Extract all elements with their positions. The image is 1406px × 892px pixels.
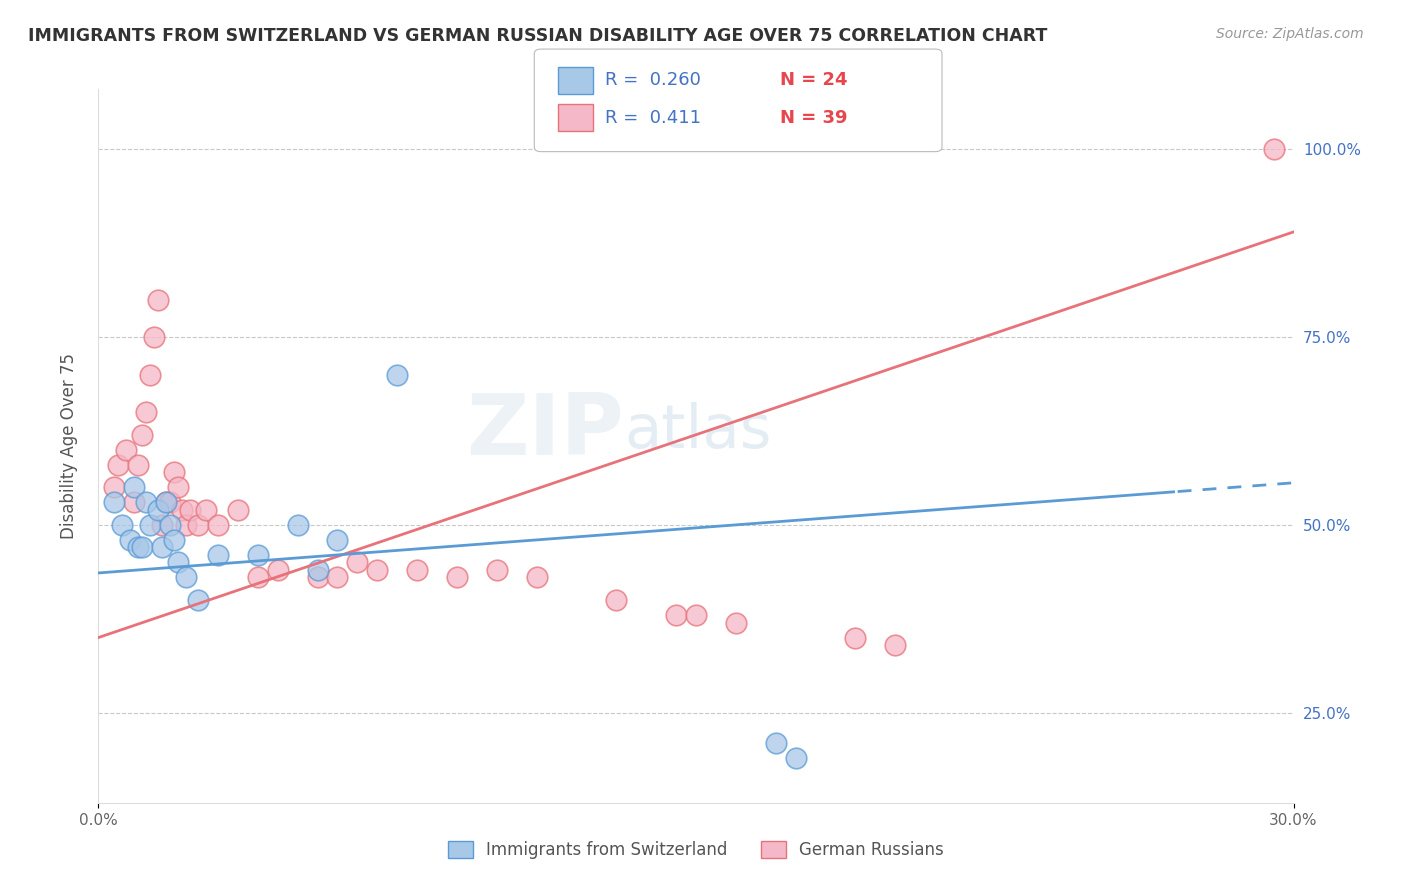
Point bbox=[124, 495, 146, 509]
Point bbox=[207, 548, 229, 562]
Point bbox=[155, 495, 177, 509]
Text: Source: ZipAtlas.com: Source: ZipAtlas.com bbox=[1216, 27, 1364, 41]
Text: atlas: atlas bbox=[624, 402, 772, 461]
Point bbox=[246, 570, 269, 584]
Text: ZIP: ZIP bbox=[467, 390, 624, 474]
Point bbox=[765, 736, 787, 750]
Text: IMMIGRANTS FROM SWITZERLAND VS GERMAN RUSSIAN DISABILITY AGE OVER 75 CORRELATION: IMMIGRANTS FROM SWITZERLAND VS GERMAN RU… bbox=[28, 27, 1047, 45]
Point bbox=[605, 593, 627, 607]
Point bbox=[174, 517, 197, 532]
Point bbox=[174, 570, 197, 584]
Text: N = 24: N = 24 bbox=[780, 71, 848, 89]
Point bbox=[665, 607, 688, 622]
Point bbox=[139, 368, 162, 382]
Point bbox=[267, 563, 290, 577]
Point bbox=[120, 533, 142, 547]
Point bbox=[307, 570, 329, 584]
Point bbox=[246, 548, 269, 562]
Point bbox=[326, 570, 349, 584]
Point bbox=[131, 541, 153, 555]
Point bbox=[167, 556, 190, 570]
Point bbox=[187, 593, 209, 607]
Point bbox=[172, 503, 194, 517]
Point bbox=[159, 495, 181, 509]
Point bbox=[103, 480, 125, 494]
Point bbox=[326, 533, 349, 547]
Point bbox=[124, 480, 146, 494]
Point bbox=[150, 541, 173, 555]
Point bbox=[150, 517, 173, 532]
Point bbox=[884, 638, 907, 652]
Point bbox=[135, 495, 157, 509]
Text: R =  0.411: R = 0.411 bbox=[605, 109, 700, 127]
Point bbox=[135, 405, 157, 419]
Point bbox=[366, 563, 388, 577]
Legend: Immigrants from Switzerland, German Russians: Immigrants from Switzerland, German Russ… bbox=[441, 834, 950, 866]
Point bbox=[148, 293, 170, 307]
Point bbox=[159, 517, 181, 532]
Point bbox=[131, 427, 153, 442]
Point bbox=[127, 458, 149, 472]
Point bbox=[167, 480, 190, 494]
Text: R =  0.260: R = 0.260 bbox=[605, 71, 700, 89]
Point bbox=[526, 570, 548, 584]
Point bbox=[163, 533, 186, 547]
Point bbox=[163, 465, 186, 479]
Point bbox=[844, 631, 866, 645]
Point bbox=[127, 541, 149, 555]
Point bbox=[406, 563, 429, 577]
Point bbox=[207, 517, 229, 532]
Point bbox=[148, 503, 170, 517]
Point bbox=[179, 503, 201, 517]
Point bbox=[485, 563, 508, 577]
Point bbox=[1263, 142, 1285, 156]
Point bbox=[115, 442, 138, 457]
Point bbox=[446, 570, 468, 584]
Point bbox=[155, 495, 177, 509]
Point bbox=[385, 368, 409, 382]
Point bbox=[287, 517, 309, 532]
Point bbox=[107, 458, 129, 472]
Point bbox=[195, 503, 218, 517]
Point bbox=[685, 607, 707, 622]
Point bbox=[307, 563, 329, 577]
Point bbox=[143, 330, 166, 344]
Point bbox=[226, 503, 249, 517]
Point bbox=[785, 750, 807, 764]
Point bbox=[139, 517, 162, 532]
Point bbox=[103, 495, 125, 509]
Point bbox=[724, 615, 747, 630]
Point bbox=[111, 517, 134, 532]
Y-axis label: Disability Age Over 75: Disability Age Over 75 bbox=[59, 353, 77, 539]
Point bbox=[346, 556, 368, 570]
Point bbox=[187, 517, 209, 532]
Text: N = 39: N = 39 bbox=[780, 109, 848, 127]
